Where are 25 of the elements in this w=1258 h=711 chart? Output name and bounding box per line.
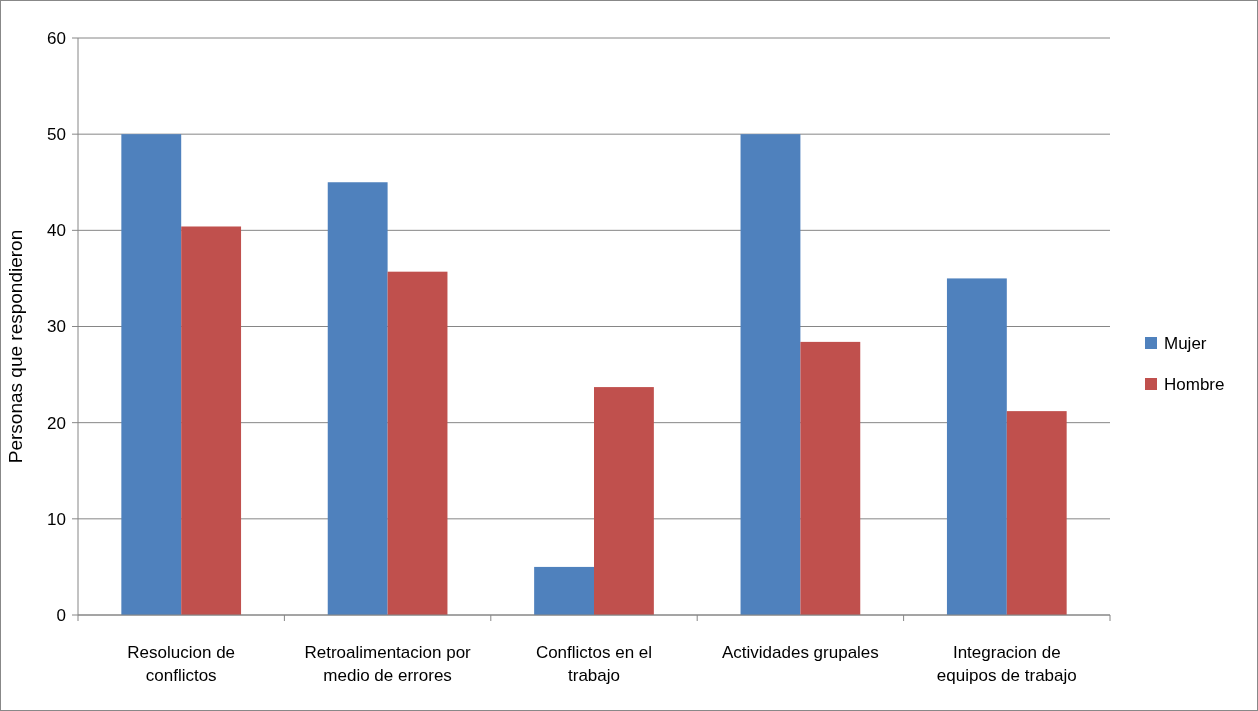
x-tick-label: Resolucion de conflictos — [127, 643, 236, 685]
x-tick-label: Conflictos en el trabajo — [535, 643, 653, 685]
x-tick-label: Integracion de equipos de trabajo — [936, 643, 1077, 685]
bar — [946, 278, 1007, 615]
bar — [387, 271, 448, 615]
y-tick-label: 50 — [47, 125, 66, 145]
legend-label: Mujer — [1164, 333, 1207, 353]
y-tick-label: 30 — [47, 317, 66, 337]
bar — [181, 226, 242, 615]
bar — [534, 566, 594, 615]
y-axis-title: Personas que respondieron — [5, 229, 26, 464]
bar — [1006, 411, 1067, 615]
y-tick-label: 0 — [56, 605, 66, 625]
bar — [594, 387, 654, 615]
bar — [121, 134, 182, 615]
bar — [327, 182, 388, 615]
y-tick-label: 20 — [47, 413, 66, 433]
y-tick-label: 10 — [47, 509, 66, 529]
x-tick-label: Retroalimentacion por medio de errores — [304, 643, 472, 685]
x-tick-label: Actividades grupales — [721, 643, 879, 662]
bar — [740, 134, 801, 615]
y-tick-label: 40 — [47, 221, 66, 241]
y-tick-label: 60 — [47, 28, 66, 48]
bar — [800, 341, 861, 615]
legend-label: Hombre — [1164, 374, 1225, 394]
